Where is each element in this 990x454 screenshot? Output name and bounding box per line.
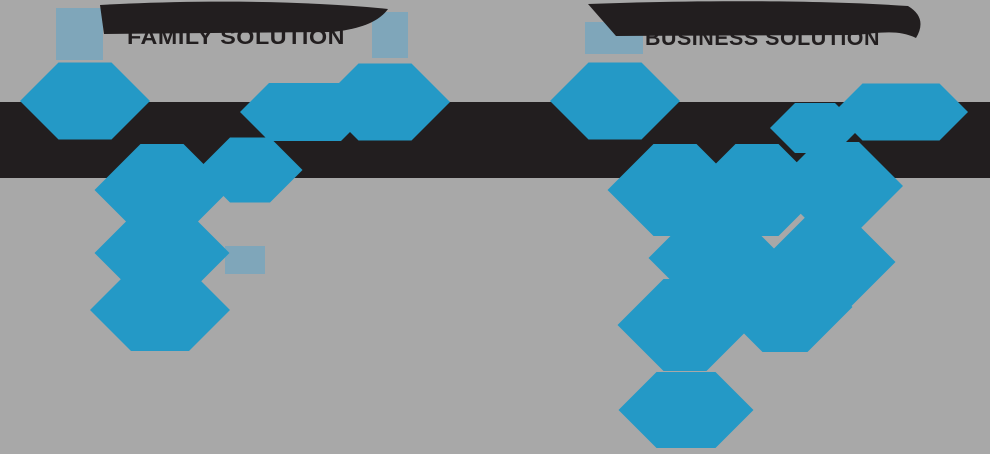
left-hexagon-shape xyxy=(94,144,230,236)
right-hexagon-shape xyxy=(617,279,753,371)
right-section-title: BUSINESS SOLUTION xyxy=(645,27,880,50)
left-hexagon-shape xyxy=(320,63,450,141)
right-hexagon-shape xyxy=(550,62,680,140)
left-hexagon-shape xyxy=(197,137,303,203)
accent-square xyxy=(56,8,103,60)
section-titles: FAMILY SOLUTION BUSINESS SOLUTION xyxy=(127,26,880,50)
left-hexagon-shape xyxy=(20,62,150,140)
left-swoosh-arrow xyxy=(100,1,388,34)
accent-square xyxy=(225,246,265,274)
left-hexagon-shape xyxy=(90,269,230,351)
accent-square xyxy=(372,12,408,58)
left-section-title: FAMILY SOLUTION xyxy=(127,26,345,49)
right-hexagon-shape xyxy=(770,103,860,153)
right-hexagon-shape xyxy=(717,262,853,352)
right-hexagon-shape xyxy=(618,372,754,448)
right-hexagon-shape xyxy=(834,83,968,141)
right-hexagon-shape xyxy=(773,142,903,230)
right-swoosh-arrow xyxy=(588,1,921,39)
